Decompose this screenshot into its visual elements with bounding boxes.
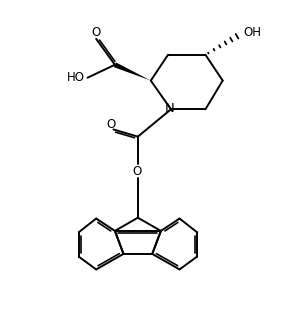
Text: HO: HO — [67, 71, 85, 84]
Text: O: O — [92, 26, 101, 39]
Text: OH: OH — [243, 26, 261, 39]
Text: N: N — [165, 102, 175, 115]
Text: O: O — [133, 165, 142, 178]
Polygon shape — [114, 62, 151, 81]
Text: O: O — [106, 118, 115, 131]
